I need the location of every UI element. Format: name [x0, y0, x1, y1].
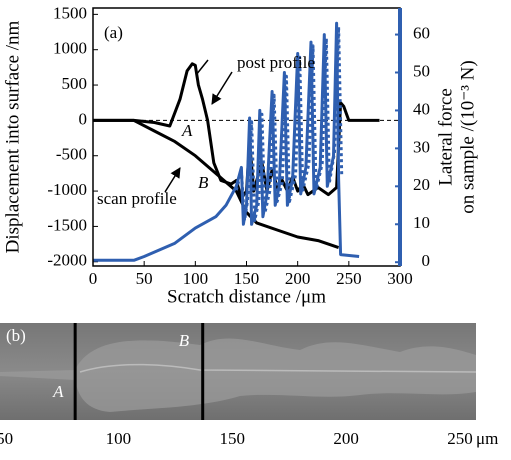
- x-tick-label: 100: [183, 269, 209, 288]
- scale-tick-label: 100: [106, 429, 132, 448]
- y2-axis-label: on sample /(10⁻³ N): [457, 60, 478, 213]
- x-tick-label: 250: [336, 269, 362, 288]
- annotation-arrow: [164, 167, 181, 193]
- y2-tick-label: 40: [413, 99, 430, 118]
- micrograph: (b) A B 50 100 150 200 250 μm: [0, 323, 498, 448]
- series-line: [93, 62, 380, 200]
- annotation: B: [198, 173, 209, 192]
- y-tick-label: 0: [79, 109, 88, 128]
- annotation: scan profile: [97, 189, 177, 208]
- scale-tick-label: 250: [447, 429, 473, 448]
- scale-tick-label: 200: [333, 429, 359, 448]
- plot-area: [93, 21, 380, 262]
- y-axis-label: Displacement into surface /nm: [2, 20, 23, 253]
- scale-tick-label: 50: [0, 429, 13, 448]
- plot-frame: [92, 7, 401, 267]
- y-tick-label: 500: [62, 74, 88, 93]
- series-line: [93, 21, 360, 262]
- y2-tick-label: 0: [422, 251, 431, 270]
- y2-tick-label: 10: [413, 213, 430, 232]
- series-line: [93, 118, 340, 250]
- scale-tick-label: 150: [220, 429, 246, 448]
- panel-label: (a): [104, 23, 123, 42]
- x-tick-label: 0: [89, 269, 98, 288]
- y2-tick-label: 50: [413, 61, 430, 80]
- x-axis-label: Scratch distance /μm: [167, 286, 326, 307]
- y-tick-label: 1500: [53, 3, 87, 22]
- y-tick-label: -500: [56, 145, 87, 164]
- annotation-arrow: [195, 59, 209, 76]
- marker-label: B: [179, 331, 190, 350]
- y2-tick-label: 30: [413, 137, 430, 156]
- annotation: A: [181, 121, 193, 140]
- x-tick-label: 300: [387, 269, 413, 288]
- y-tick-label: -2000: [47, 251, 87, 270]
- y-tick-label: -1500: [47, 215, 87, 234]
- chart: 0 50 100 150 200 250 300150010005000-500-1000-…: [2, 3, 478, 307]
- y2-tick-label: 20: [413, 175, 430, 194]
- y-tick-label: -1000: [47, 180, 87, 199]
- x-tick-label: 200: [285, 269, 311, 288]
- y2-axis-label: Lateral force: [435, 88, 456, 186]
- y-tick-label: 1000: [53, 39, 87, 58]
- panel-label: (b): [6, 326, 26, 345]
- marker-label: A: [52, 382, 64, 401]
- annotation: post profile: [237, 53, 315, 72]
- x-tick-label: 50: [136, 269, 153, 288]
- series-line: [234, 25, 344, 222]
- x-tick-label: 150: [234, 269, 260, 288]
- y2-tick-label: 60: [413, 23, 430, 42]
- scale-unit: μm: [476, 429, 498, 448]
- annotation-arrow: [211, 71, 233, 105]
- scratch-groove: [79, 363, 477, 373]
- scratch-track: [0, 338, 476, 412]
